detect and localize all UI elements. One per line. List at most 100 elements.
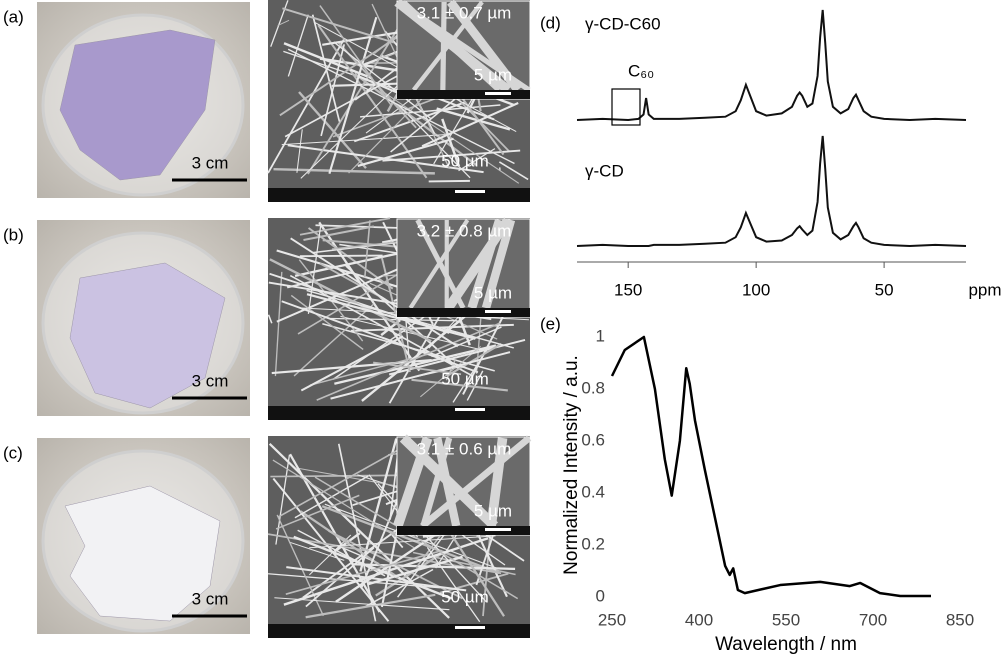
fiber [309, 535, 496, 549]
fiber [272, 477, 390, 622]
y-tick-label: 0.4 [581, 482, 605, 501]
inset-fiber [481, 218, 516, 310]
panel-label: (a) [3, 7, 24, 26]
fiber [391, 534, 404, 549]
inset-size: 3.1 ± 0.6 µm [417, 439, 512, 458]
fiber [446, 342, 502, 378]
fiber [360, 104, 501, 118]
fiber [382, 149, 521, 162]
fiber [303, 225, 375, 241]
fiber [498, 161, 529, 181]
fiber [273, 167, 435, 175]
trace-label: γ-CD [585, 161, 624, 180]
fiber [299, 254, 383, 258]
fabric [59, 29, 216, 181]
inset-scale-bar [485, 310, 511, 313]
fiber [287, 48, 515, 165]
fiber [320, 44, 346, 137]
sem-scale-label: 50 µm [441, 369, 489, 388]
fiber [458, 148, 496, 172]
fiber [297, 529, 386, 577]
inset-scale-label: 5 µm [474, 65, 512, 84]
panel-label: (d) [540, 13, 561, 32]
fiber [364, 220, 371, 278]
fiber [286, 566, 467, 592]
fiber [365, 568, 434, 608]
fiber [277, 19, 290, 27]
fiber [309, 352, 431, 386]
annotation: C₆₀ [628, 61, 654, 80]
y-tick-label: 0.6 [581, 430, 605, 449]
inset-fiber [420, 437, 453, 527]
fiber [306, 293, 476, 340]
inset-scale-bar [485, 528, 511, 531]
fiber [299, 217, 391, 236]
fiber [421, 102, 519, 148]
fiber [290, 294, 364, 351]
panel-label: (c) [3, 443, 23, 462]
nmr-trace [576, 135, 967, 248]
y-tick-label: 0 [596, 586, 605, 605]
fiber [466, 370, 484, 401]
fiber [286, 271, 352, 289]
sem-scale-bar [455, 626, 485, 629]
x-axis-label: Wavelength / nm [715, 634, 857, 655]
inset-scale-label: 5 µm [474, 283, 512, 302]
fiber [290, 237, 459, 348]
fiber [287, 14, 309, 77]
fiber [307, 224, 322, 314]
panel-label: (e) [540, 314, 561, 333]
fiber [319, 5, 392, 106]
x-tick-label: 100 [742, 280, 770, 299]
fiber [428, 179, 470, 183]
fiber [282, 7, 395, 44]
fiber [431, 326, 502, 358]
fiber [281, 300, 479, 374]
panel-label: (b) [3, 225, 24, 244]
fiber [281, 133, 452, 146]
fiber [426, 547, 481, 623]
fiber [388, 338, 526, 376]
spectrum-line [610, 335, 931, 598]
inset-info-bar [397, 526, 530, 535]
fiber [275, 454, 291, 545]
fiber [411, 378, 508, 392]
sem-info-bar [268, 624, 530, 638]
fabric [64, 485, 221, 622]
inset-scale-label: 5 µm [474, 501, 512, 520]
x-tick-label: 150 [614, 280, 642, 299]
fiber [306, 289, 515, 349]
sem-info-bar [268, 188, 530, 202]
sem-scale-bar [455, 190, 485, 193]
inset-size: 3.2 ± 0.8 µm [417, 221, 512, 240]
fiber [333, 41, 431, 119]
fiber [360, 486, 404, 589]
inset-fiber [486, 437, 508, 527]
trace-label: γ-CD-C60 [585, 14, 661, 33]
fiber [373, 361, 462, 376]
fiber [375, 550, 446, 597]
fiber [269, 258, 432, 343]
fiber [382, 91, 520, 184]
inset-fiber [444, 217, 512, 311]
photo-scale-label: 3 cm [192, 371, 229, 390]
inset-info-bar [397, 90, 530, 99]
fiber [285, 549, 443, 595]
fiber [274, 597, 450, 611]
inset-fiber [420, 435, 532, 529]
fiber [330, 351, 511, 400]
photo-scale-label: 3 cm [192, 153, 229, 172]
sem-scale-bar [455, 408, 485, 411]
fiber [288, 541, 345, 561]
y-tick-label: 0.2 [581, 534, 605, 553]
y-axis-label: Normalized Intensity / a.u. [561, 355, 582, 575]
inset-fiber [399, 434, 499, 530]
x-tick-label: 550 [772, 610, 800, 629]
fiber [337, 443, 377, 622]
inset-fiber [397, 0, 531, 93]
y-tick-label: 1 [596, 326, 605, 345]
fiber [305, 593, 436, 619]
inset-fiber [408, 218, 470, 310]
fiber [283, 537, 489, 606]
